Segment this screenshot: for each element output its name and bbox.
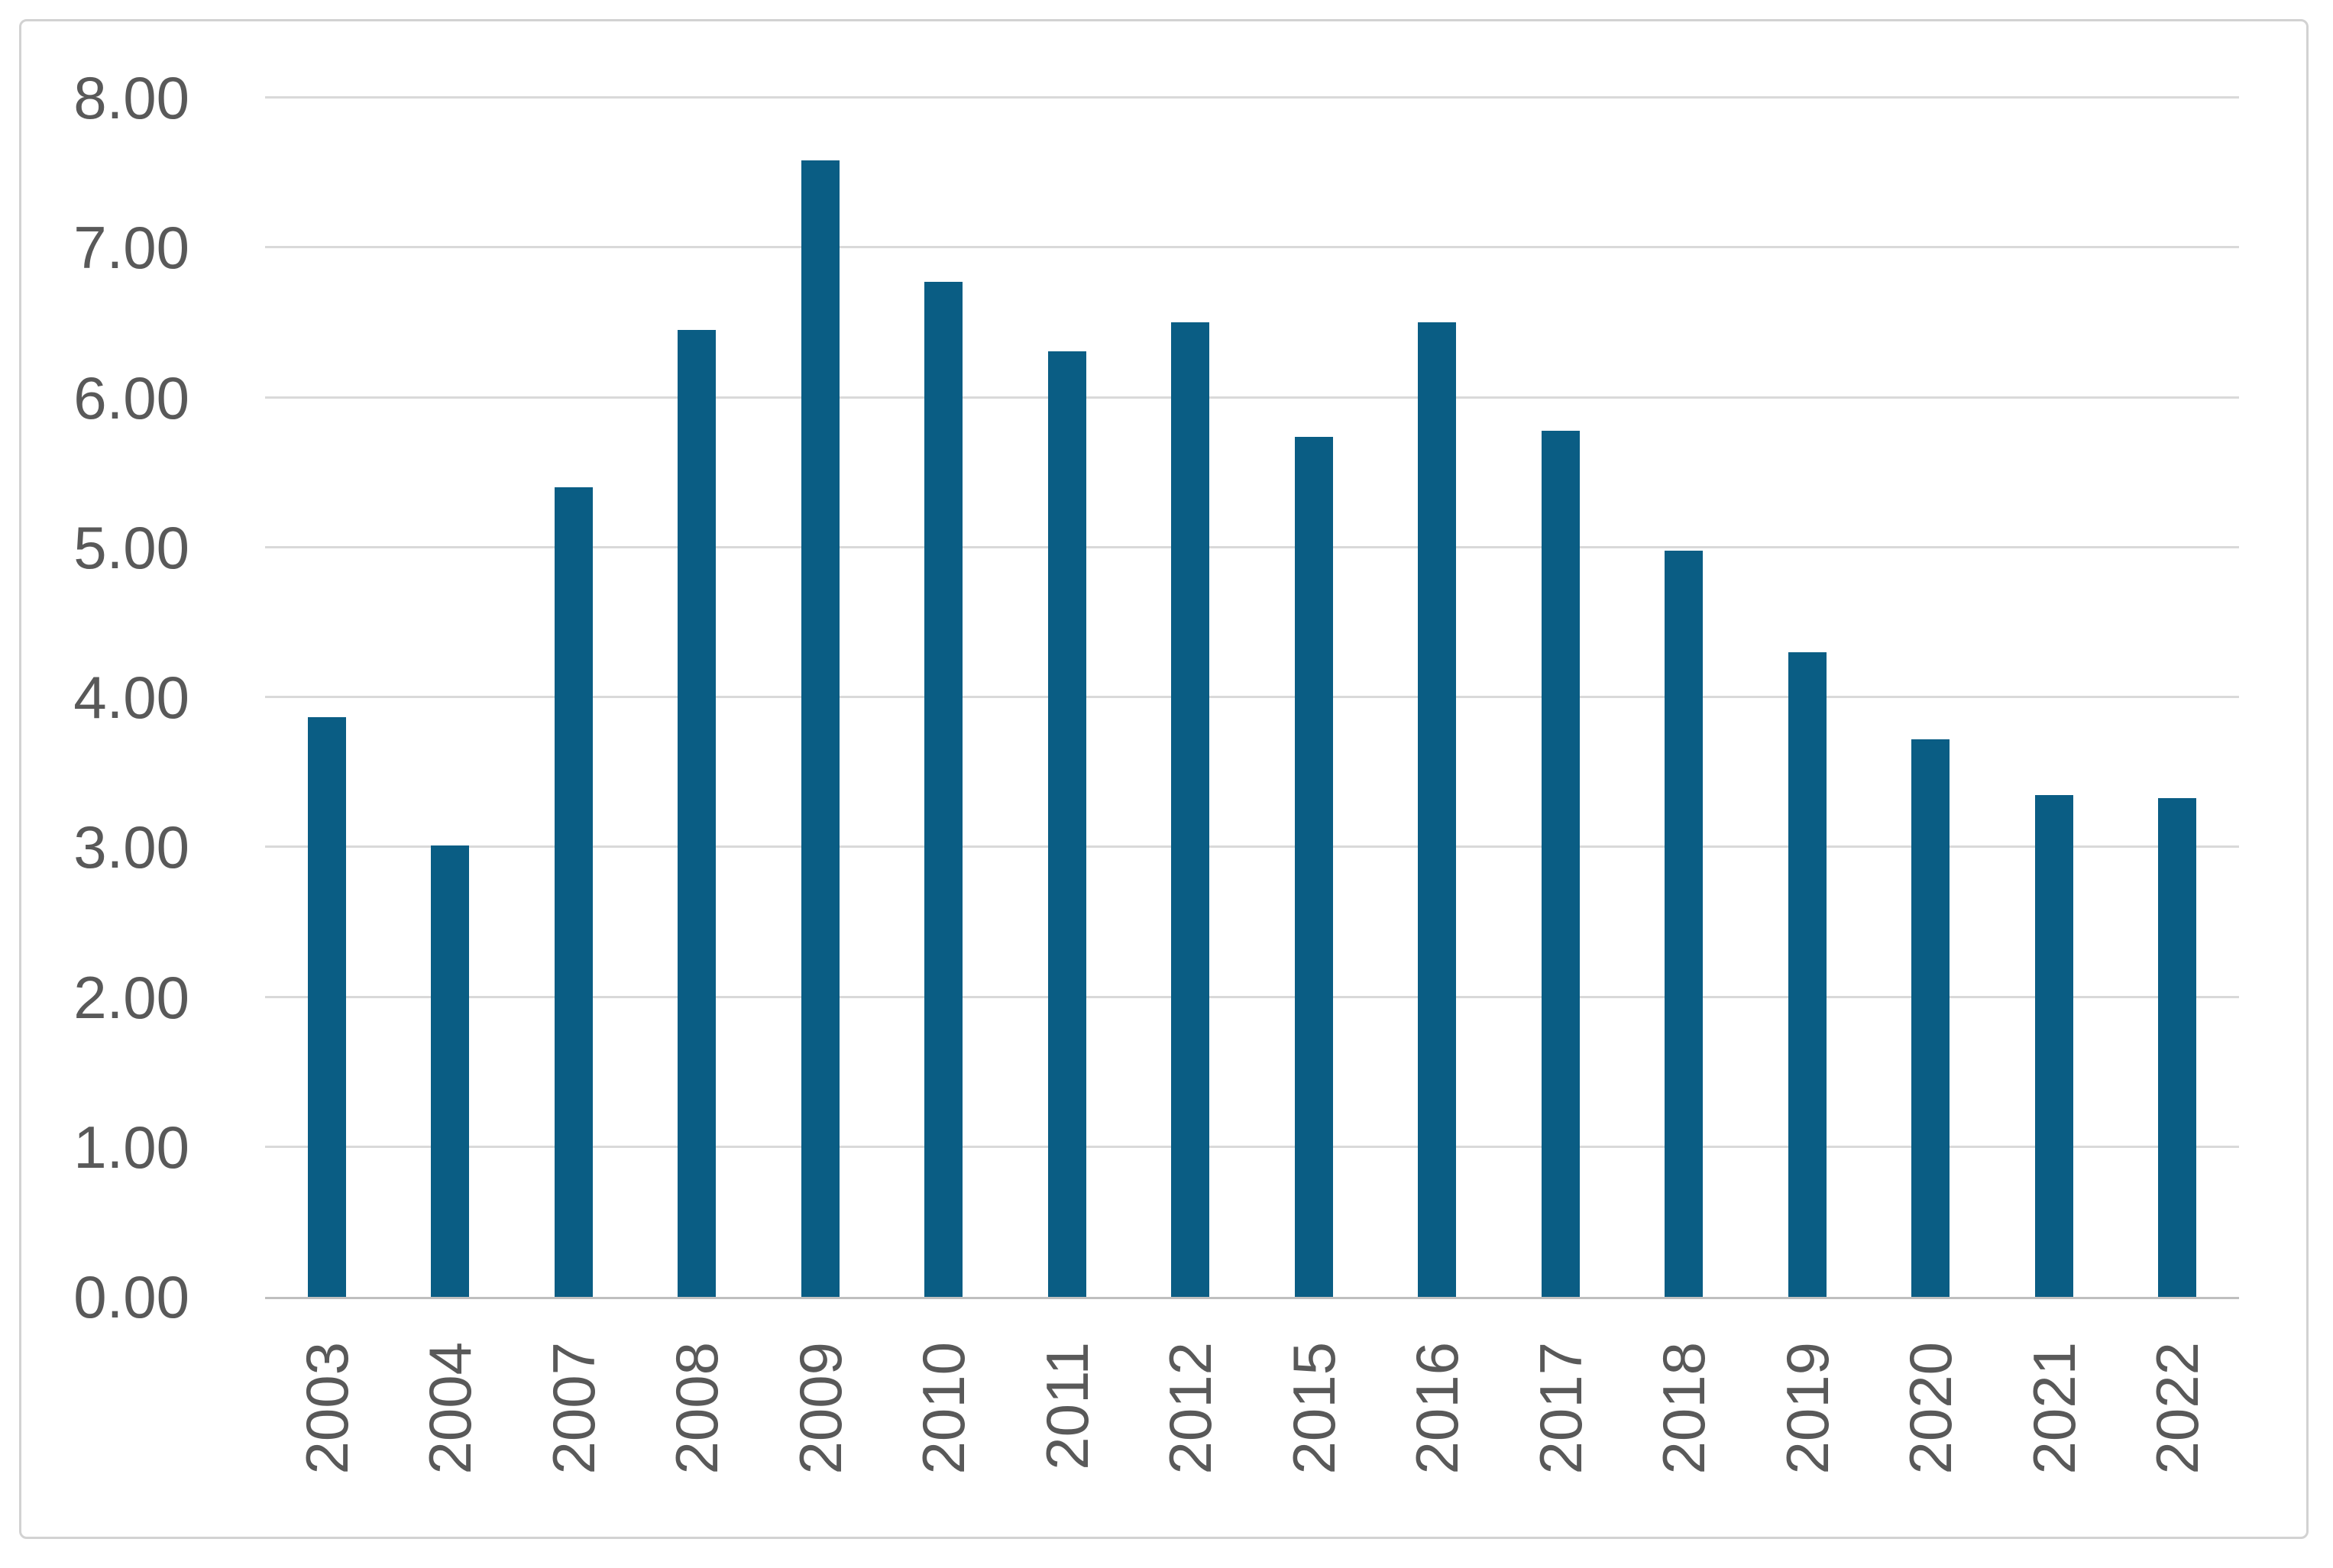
y-tick-label-1.00: 1.00 <box>73 1113 189 1181</box>
bar-2009 <box>801 160 840 1297</box>
bar-2017 <box>1541 430 1580 1297</box>
x-tick-label-2010: 2010 <box>910 1342 978 1475</box>
x-tick-label-2018: 2018 <box>1650 1342 1718 1475</box>
x-tick-label-2003: 2003 <box>293 1342 361 1475</box>
y-tick-label-8.00: 8.00 <box>73 64 189 131</box>
gridline-5 <box>265 545 2239 548</box>
bar-2020 <box>1911 739 1950 1297</box>
bar-slot-2017 <box>1499 98 1623 1297</box>
bar-slot-2011 <box>1005 98 1129 1297</box>
bar-slot-2016 <box>1376 98 1500 1297</box>
bar-slot-2021 <box>1992 98 2116 1297</box>
gridline-6 <box>265 396 2239 399</box>
gridline-2 <box>265 995 2239 998</box>
bar-slot-2019 <box>1746 98 1869 1297</box>
gridline-7 <box>265 246 2239 249</box>
x-tick-label-2022: 2022 <box>2144 1342 2212 1475</box>
bar-slot-2020 <box>1869 98 1993 1297</box>
bar-slot-2010 <box>882 98 1006 1297</box>
bar-2012 <box>1171 322 1210 1297</box>
bar-2018 <box>1665 550 1704 1297</box>
x-tick-label-2007: 2007 <box>539 1342 607 1475</box>
bar-slot-2015 <box>1252 98 1376 1297</box>
gridline-3 <box>265 845 2239 849</box>
y-tick-label-0.00: 0.00 <box>73 1263 189 1330</box>
bar-slot-2007 <box>512 98 636 1297</box>
y-tick-label-7.00: 7.00 <box>73 214 189 282</box>
bar-2015 <box>1294 436 1333 1297</box>
x-tick-label-2008: 2008 <box>663 1342 731 1475</box>
bar-2016 <box>1418 322 1457 1297</box>
x-tick-label-2012: 2012 <box>1157 1342 1225 1475</box>
x-tick-label-2017: 2017 <box>1526 1342 1594 1475</box>
bar-slot-2009 <box>759 98 882 1297</box>
bar-2019 <box>1788 652 1827 1297</box>
x-axis-tick-labels: 2003 2004 2007 2008 2009 2010 2011 2012 2015 2016… <box>265 1297 2239 1541</box>
bar-slot-2008 <box>636 98 759 1297</box>
bar-slot-2022 <box>2116 98 2240 1297</box>
x-tick-label-2009: 2009 <box>786 1342 854 1475</box>
bar-slot-2018 <box>1623 98 1746 1297</box>
x-tick-label-2021: 2021 <box>2020 1342 2088 1475</box>
y-axis-tick-labels: 0.00 1.00 2.00 3.00 4.00 5.00 6.00 7.00 8.00 <box>48 68 189 1327</box>
bar-2021 <box>2034 794 2073 1297</box>
bar-2008 <box>678 330 717 1297</box>
bar-series <box>265 98 2239 1297</box>
bar-2004 <box>431 845 470 1297</box>
bar-2011 <box>1047 351 1086 1297</box>
bar-slot-2004 <box>389 98 513 1297</box>
x-tick-label-2016: 2016 <box>1403 1342 1471 1475</box>
bar-slot-2003 <box>265 98 389 1297</box>
x-tick-label-2011: 2011 <box>1033 1342 1101 1470</box>
bar-2010 <box>924 282 963 1297</box>
bar-2003 <box>307 716 346 1297</box>
gridline-4 <box>265 696 2239 698</box>
bar-2022 <box>2158 797 2197 1297</box>
y-tick-label-2.00: 2.00 <box>73 963 189 1031</box>
plot-area: 2003 2004 2007 2008 2009 2010 2011 2012 2015 2016… <box>265 96 2239 1475</box>
y-tick-label-4.00: 4.00 <box>73 664 189 731</box>
x-tick-label-2019: 2019 <box>1773 1342 1841 1475</box>
x-tick-label-2020: 2020 <box>1897 1342 1965 1475</box>
bar-2007 <box>554 487 593 1297</box>
y-tick-label-3.00: 3.00 <box>73 813 189 881</box>
x-tick-label-2015: 2015 <box>1280 1342 1348 1475</box>
x-tick-label-2004: 2004 <box>416 1342 484 1475</box>
y-tick-label-6.00: 6.00 <box>73 364 189 432</box>
gridline-1 <box>265 1145 2239 1148</box>
gridline-8 <box>265 96 2239 99</box>
chart-frame: 0.00 1.00 2.00 3.00 4.00 5.00 6.00 7.00 8.00 200… <box>19 19 2309 1539</box>
bar-slot-2012 <box>1129 98 1253 1297</box>
y-tick-label-5.00: 5.00 <box>73 513 189 581</box>
